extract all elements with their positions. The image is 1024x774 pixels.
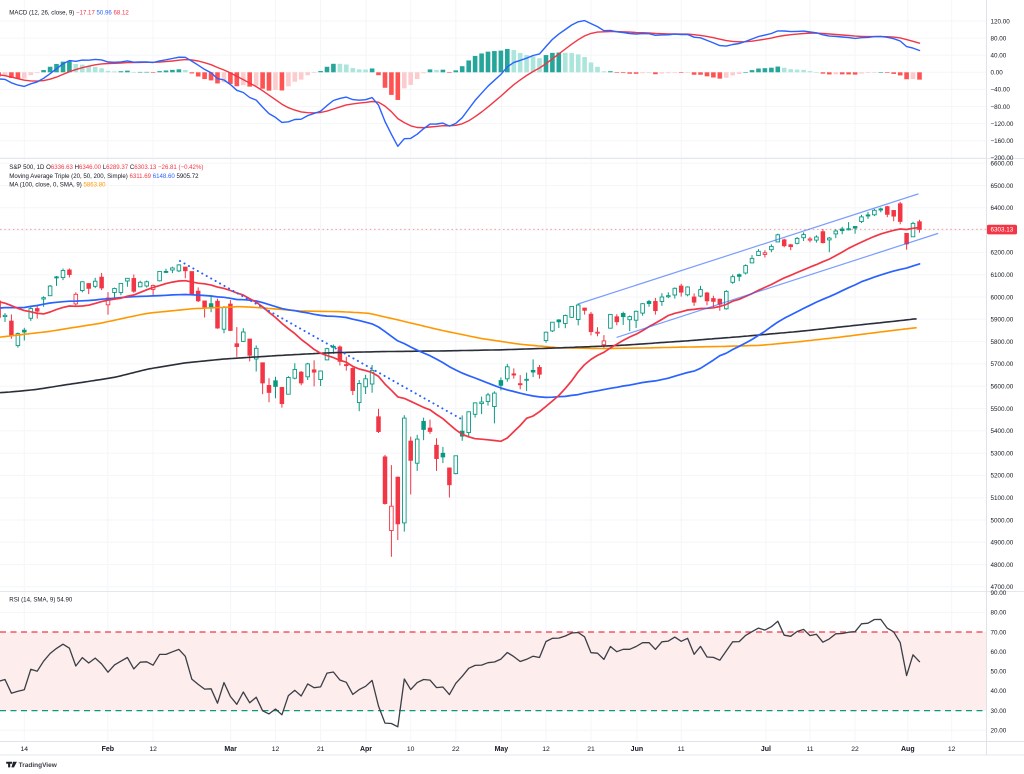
svg-text:May: May <box>495 746 509 753</box>
svg-text:5500.00: 5500.00 <box>991 406 1014 413</box>
svg-text:4800.00: 4800.00 <box>991 562 1014 569</box>
svg-text:Jul: Jul <box>761 746 771 753</box>
svg-text:120.00: 120.00 <box>991 18 1011 25</box>
svg-text:−120.00: −120.00 <box>991 121 1014 128</box>
svg-text:5400.00: 5400.00 <box>991 428 1014 435</box>
svg-text:5300.00: 5300.00 <box>991 450 1014 457</box>
svg-text:Aug: Aug <box>901 746 915 753</box>
svg-text:5700.00: 5700.00 <box>991 361 1014 368</box>
svg-text:80.00: 80.00 <box>991 35 1007 42</box>
svg-text:6100.00: 6100.00 <box>991 272 1014 279</box>
svg-text:12: 12 <box>542 746 550 753</box>
svg-text:50.00: 50.00 <box>991 669 1007 676</box>
svg-text:−40.00: −40.00 <box>991 87 1011 94</box>
svg-text:11: 11 <box>678 746 685 753</box>
svg-text:RSI (14, SMA, 9) 54.90: RSI (14, SMA, 9) 54.90 <box>9 597 73 604</box>
svg-text:11: 11 <box>806 746 813 753</box>
svg-text:4900.00: 4900.00 <box>991 540 1014 547</box>
svg-text:30.00: 30.00 <box>991 708 1007 715</box>
svg-text:TradingView: TradingView <box>19 762 58 769</box>
svg-text:70.00: 70.00 <box>991 629 1007 636</box>
svg-text:Mar: Mar <box>224 746 237 753</box>
svg-text:0.00: 0.00 <box>991 70 1004 77</box>
svg-text:40.00: 40.00 <box>991 53 1007 60</box>
svg-text:6303.13: 6303.13 <box>991 227 1014 234</box>
svg-text:90.00: 90.00 <box>991 590 1007 597</box>
svg-text:Apr: Apr <box>360 746 372 753</box>
svg-text:40.00: 40.00 <box>991 688 1007 695</box>
svg-text:21: 21 <box>587 746 595 753</box>
svg-text:14: 14 <box>21 746 29 753</box>
svg-text:22: 22 <box>452 746 460 753</box>
svg-text:MA (100, close, 0, SMA, 9) 586: MA (100, close, 0, SMA, 9) 5863.80 <box>9 182 106 189</box>
svg-text:6600.00: 6600.00 <box>991 161 1014 168</box>
svg-text:S&P 500, 1D O6336.63 H6346.00: S&P 500, 1D O6336.63 H6346.00 L6289.37 C… <box>9 164 203 171</box>
svg-text:6000.00: 6000.00 <box>991 294 1014 301</box>
svg-text:4700.00: 4700.00 <box>991 584 1014 591</box>
svg-text:5600.00: 5600.00 <box>991 384 1014 391</box>
svg-text:6400.00: 6400.00 <box>991 205 1014 212</box>
svg-text:60.00: 60.00 <box>991 649 1007 656</box>
svg-text:5000.00: 5000.00 <box>991 517 1014 524</box>
svg-text:5900.00: 5900.00 <box>991 317 1014 324</box>
svg-text:5200.00: 5200.00 <box>991 473 1014 480</box>
svg-text:Feb: Feb <box>102 746 114 753</box>
svg-text:6500.00: 6500.00 <box>991 183 1014 190</box>
svg-text:5100.00: 5100.00 <box>991 495 1014 502</box>
svg-text:12: 12 <box>948 746 956 753</box>
svg-text:Jun: Jun <box>631 746 643 753</box>
svg-text:−160.00: −160.00 <box>991 138 1014 145</box>
svg-text:−80.00: −80.00 <box>991 104 1011 111</box>
svg-text:6200.00: 6200.00 <box>991 250 1014 257</box>
svg-text:5800.00: 5800.00 <box>991 339 1014 346</box>
svg-text:−200.00: −200.00 <box>991 155 1014 162</box>
svg-text:80.00: 80.00 <box>991 610 1007 617</box>
svg-text:21: 21 <box>317 746 325 753</box>
svg-text:12: 12 <box>272 746 280 753</box>
svg-text:MACD (12, 26, close, 9) −17.17: MACD (12, 26, close, 9) −17.17 50.96 68.… <box>9 9 129 16</box>
svg-text:Moving Average Triple (20, 50,: Moving Average Triple (20, 50, 200, Simp… <box>9 173 199 180</box>
svg-text:12: 12 <box>149 746 157 753</box>
svg-text:20.00: 20.00 <box>991 728 1007 735</box>
svg-text:10: 10 <box>407 746 415 753</box>
svg-text:22: 22 <box>851 746 859 753</box>
